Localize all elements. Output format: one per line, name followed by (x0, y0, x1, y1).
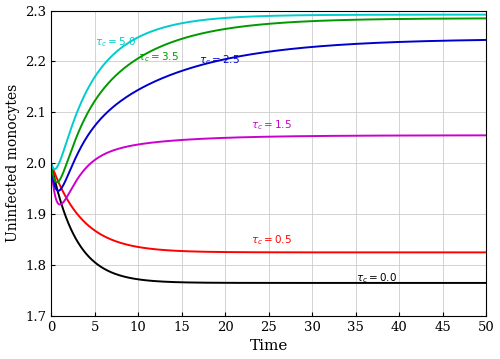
Text: $\tau_c=0.5$: $\tau_c=0.5$ (251, 233, 292, 247)
X-axis label: Time: Time (250, 340, 288, 354)
Y-axis label: Uninfected monocytes: Uninfected monocytes (6, 84, 20, 242)
Text: $\tau_c=2.5$: $\tau_c=2.5$ (199, 53, 240, 66)
Text: $\tau_c=3.5$: $\tau_c=3.5$ (138, 50, 179, 64)
Text: $\tau_c=0.0$: $\tau_c=0.0$ (356, 272, 397, 285)
Text: $\tau_c=1.5$: $\tau_c=1.5$ (251, 118, 292, 132)
Text: $\tau_c=5.0$: $\tau_c=5.0$ (94, 35, 136, 49)
